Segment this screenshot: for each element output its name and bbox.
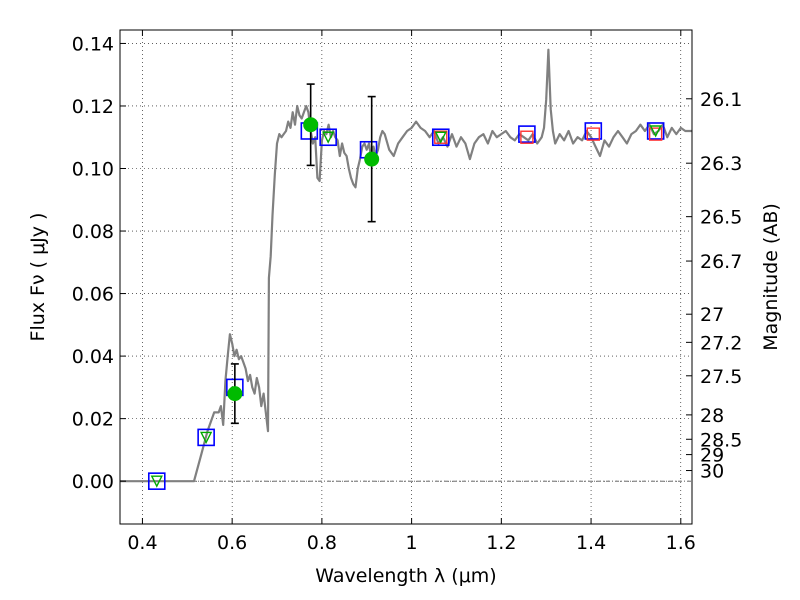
x-tick-label: 1.2 xyxy=(486,532,516,554)
x-tick-label: 0.4 xyxy=(127,532,157,554)
plot-clipped xyxy=(120,48,692,490)
filter-box-marker xyxy=(518,125,536,143)
filter-box-marker xyxy=(431,128,450,147)
ticks: 0.4 0.6 0.8 1 1.2 1.4 1.6 0.00 0.02 0.04 0.06 0.08 0… xyxy=(72,30,742,554)
x-tick-label: 0.6 xyxy=(217,532,247,554)
green-inner-marker xyxy=(322,131,335,144)
plot-area xyxy=(120,48,692,490)
red-inner-marker xyxy=(520,130,534,144)
mag-tick-label: 26.5 xyxy=(700,207,742,229)
x-tick-label: 0.8 xyxy=(307,532,337,554)
x-tick-label: 1.4 xyxy=(576,532,606,554)
mag-tick-label: 29 xyxy=(700,445,724,467)
green-inner-marker xyxy=(200,431,213,444)
observation-point xyxy=(303,117,319,133)
y-axis-label: Flux Fν ( μJy ) xyxy=(27,213,49,342)
y-tick-label: 0.02 xyxy=(72,409,114,431)
axes-frame xyxy=(119,29,693,525)
filter-box-marker xyxy=(147,472,166,490)
y-tick-label: 0.06 xyxy=(72,284,114,306)
mag-tick-label: 26.7 xyxy=(700,251,742,273)
y-tick-label: 0.14 xyxy=(72,33,114,55)
observation-point xyxy=(364,151,380,167)
grid xyxy=(120,30,692,524)
filter-box-marker xyxy=(584,122,603,140)
secondary-y-axis-label: Magnitude (AB) xyxy=(760,203,782,351)
x-tick-label: 1 xyxy=(406,532,418,554)
mag-tick-label: 28.5 xyxy=(700,429,742,451)
green-inner-marker xyxy=(150,475,163,488)
y-tick-label: 0.12 xyxy=(72,96,114,118)
y-tick-label: 0.00 xyxy=(72,471,114,493)
mag-tick-label: 26.1 xyxy=(700,89,742,111)
x-axis-label: Wavelength λ (μm) xyxy=(315,565,496,587)
observation-point xyxy=(227,386,243,402)
mag-tick-label: 27 xyxy=(700,304,724,326)
mag-tick-label: 27.2 xyxy=(700,332,742,354)
filter-box-marker xyxy=(197,428,215,447)
y-tick-label: 0.10 xyxy=(72,159,114,181)
y-tick-label: 0.04 xyxy=(72,346,114,368)
x-tick-label: 1.6 xyxy=(666,532,696,554)
y-tick-label: 0.08 xyxy=(72,221,114,243)
mag-tick-label: 26.3 xyxy=(700,153,742,175)
filter-box-marker xyxy=(646,122,665,140)
green-inner-marker xyxy=(649,125,662,138)
mag-tick-label: 28 xyxy=(700,405,724,427)
red-inner-marker xyxy=(586,127,601,141)
mag-tick-label: 30 xyxy=(700,461,724,483)
green-inner-marker xyxy=(434,131,447,144)
mag-tick-label: 27.5 xyxy=(700,366,742,388)
filter-box-marker xyxy=(319,128,337,147)
red-inner-marker xyxy=(648,127,663,141)
